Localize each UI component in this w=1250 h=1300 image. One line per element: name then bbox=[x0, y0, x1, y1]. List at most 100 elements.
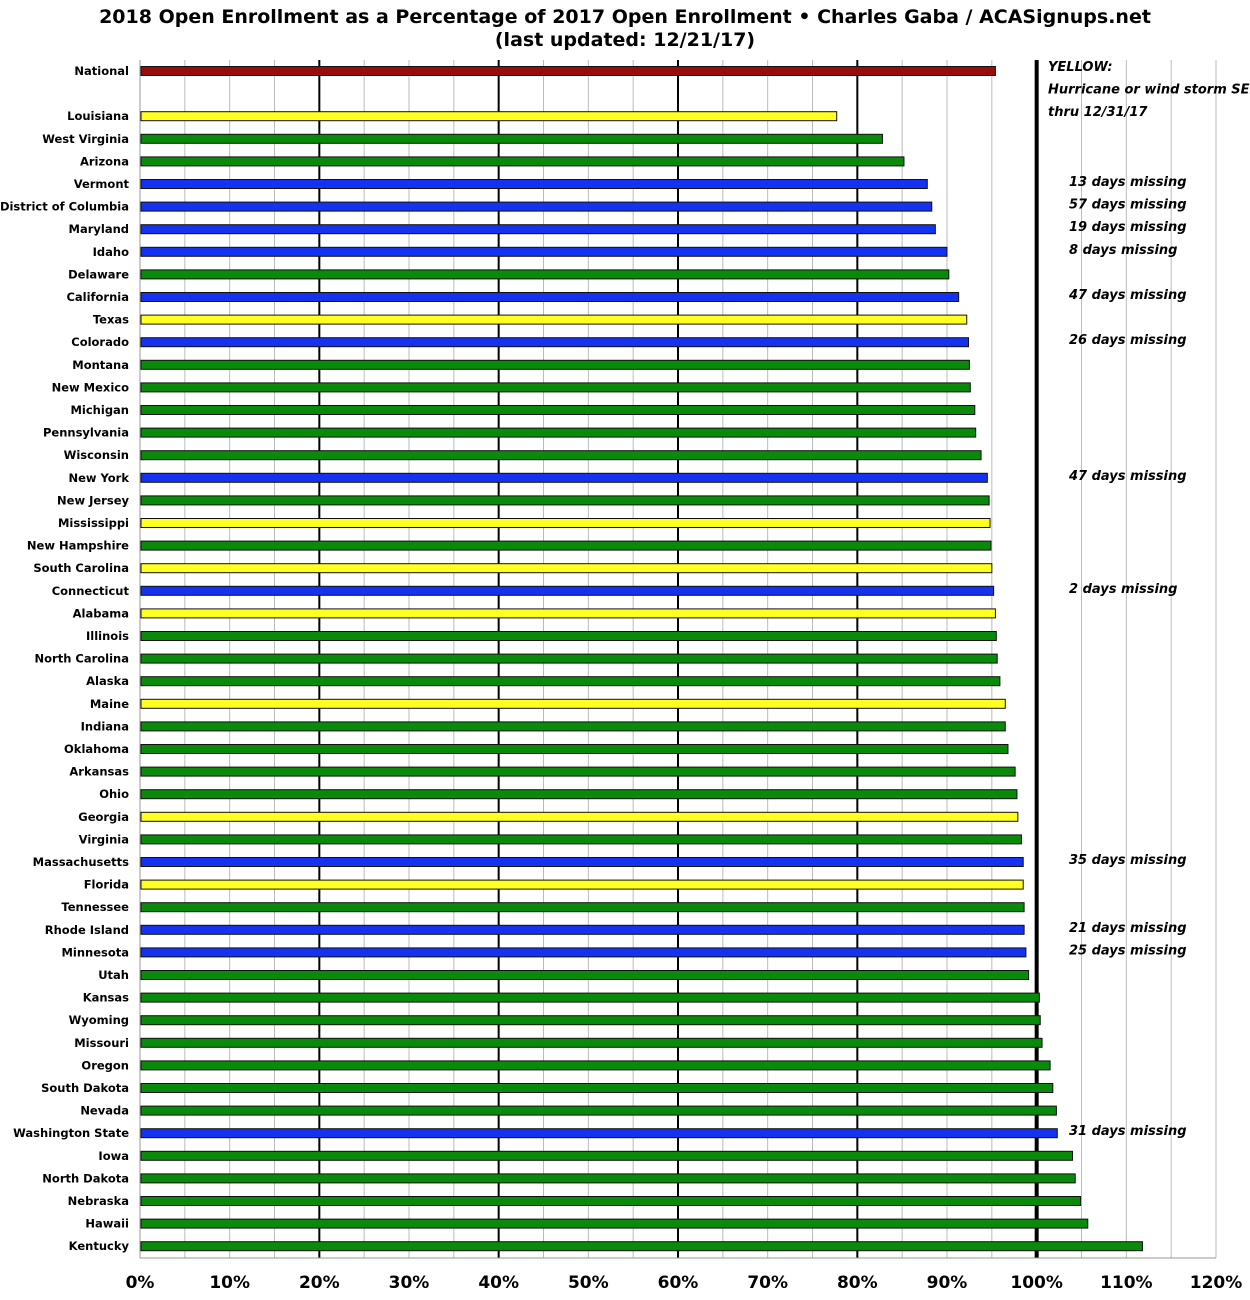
bar-mississippi bbox=[140, 518, 991, 528]
category-label: Indiana bbox=[81, 719, 129, 733]
bar-new-mexico bbox=[140, 382, 971, 393]
category-label: Florida bbox=[84, 878, 129, 892]
category-label: Connecticut bbox=[52, 584, 130, 598]
bar-nevada bbox=[140, 1105, 1057, 1116]
x-tick-label: 50% bbox=[568, 1273, 609, 1293]
category-label: Kansas bbox=[83, 991, 129, 1005]
bar-arkansas bbox=[140, 766, 1016, 777]
category-label: Louisiana bbox=[67, 109, 129, 123]
bar-louisiana bbox=[140, 111, 838, 122]
missing-days-annotation: 13 days missing bbox=[1069, 175, 1187, 190]
missing-days-annotation: 8 days missing bbox=[1069, 243, 1177, 258]
bar-georgia bbox=[140, 811, 1019, 822]
bar-new-hampshire bbox=[140, 540, 992, 551]
bar-ohio bbox=[140, 789, 1018, 800]
x-tick-label: 110% bbox=[1100, 1273, 1153, 1293]
category-label: Michigan bbox=[70, 403, 129, 417]
missing-days-annotation: 2 days missing bbox=[1069, 582, 1177, 597]
x-tick-label: 80% bbox=[837, 1273, 878, 1293]
category-label: North Dakota bbox=[42, 1171, 129, 1185]
category-label: Georgia bbox=[78, 810, 129, 824]
bar-maryland bbox=[140, 224, 936, 235]
x-tick-label: 120% bbox=[1190, 1273, 1243, 1293]
missing-days-annotation: 47 days missing bbox=[1068, 288, 1187, 303]
category-label: South Dakota bbox=[41, 1081, 129, 1095]
category-label: New Jersey bbox=[57, 493, 129, 507]
bar-arizona bbox=[140, 156, 905, 167]
bar-california bbox=[140, 292, 960, 302]
bar-florida bbox=[140, 879, 1024, 890]
category-label: Arkansas bbox=[69, 765, 129, 779]
category-label: New York bbox=[68, 471, 129, 485]
category-label: Washington State bbox=[13, 1126, 129, 1140]
bar-oregon bbox=[140, 1060, 1051, 1071]
category-label: Nevada bbox=[80, 1104, 129, 1118]
bar-oklahoma bbox=[140, 744, 1009, 754]
category-label: Alabama bbox=[73, 606, 129, 620]
category-label: North Carolina bbox=[35, 652, 130, 666]
bar-wyoming bbox=[140, 1015, 1041, 1026]
bar-alaska bbox=[140, 676, 1001, 687]
bar-colorado bbox=[140, 337, 970, 348]
category-label: Nebraska bbox=[68, 1194, 129, 1208]
chart-title-text: 2018 Open Enrollment as a Percentage of … bbox=[99, 6, 1151, 28]
category-label: Oregon bbox=[81, 1058, 129, 1072]
bar-wisconsin bbox=[140, 450, 982, 461]
category-label: Delaware bbox=[68, 267, 129, 281]
category-label: Iowa bbox=[98, 1149, 129, 1163]
x-tick-label: 10% bbox=[209, 1273, 250, 1293]
category-label: Kentucky bbox=[69, 1239, 130, 1253]
category-label: Alaska bbox=[86, 674, 129, 688]
bar-kansas bbox=[140, 992, 1040, 1003]
category-label: Mississippi bbox=[58, 516, 129, 530]
category-label: Illinois bbox=[86, 629, 129, 643]
x-tick-label: 70% bbox=[747, 1273, 788, 1293]
x-tick-label: 0% bbox=[126, 1273, 155, 1293]
bar-hawaii bbox=[140, 1218, 1089, 1229]
category-label: Tennessee bbox=[61, 900, 129, 914]
bar-delaware bbox=[140, 269, 950, 280]
missing-days-annotation: 26 days missing bbox=[1069, 333, 1187, 348]
category-label: Idaho bbox=[93, 245, 129, 259]
missing-days-annotation: 31 days missing bbox=[1069, 1124, 1187, 1139]
bar-virginia bbox=[140, 834, 1022, 845]
category-label: Hawaii bbox=[85, 1217, 129, 1231]
category-label: Maine bbox=[90, 697, 129, 711]
bar-south-carolina bbox=[140, 563, 993, 574]
category-label: Wisconsin bbox=[64, 448, 129, 462]
bar-south-dakota bbox=[140, 1083, 1054, 1093]
x-tick-label: 20% bbox=[299, 1273, 340, 1293]
bar-nebraska bbox=[140, 1196, 1082, 1206]
category-label: Ohio bbox=[99, 787, 129, 801]
category-label: Rhode Island bbox=[45, 923, 129, 937]
category-label: West Virginia bbox=[42, 132, 129, 146]
chart-subtitle: (last updated: 12/21/17) bbox=[494, 29, 756, 51]
category-label: New Mexico bbox=[52, 380, 129, 394]
bar-texas bbox=[140, 314, 968, 325]
bar-alabama bbox=[140, 608, 996, 619]
bar-missouri bbox=[140, 1037, 1043, 1048]
missing-days-annotation: 47 days missing bbox=[1068, 469, 1187, 484]
category-label: New Hampshire bbox=[27, 539, 129, 553]
bar-michigan bbox=[140, 405, 976, 415]
category-label: South Carolina bbox=[33, 561, 129, 575]
category-label: California bbox=[66, 290, 129, 304]
x-tick-label: 60% bbox=[658, 1273, 699, 1293]
x-tick-label: 90% bbox=[927, 1273, 968, 1293]
category-label: Colorado bbox=[71, 335, 129, 349]
x-tick-label: 40% bbox=[478, 1273, 519, 1293]
category-label: Montana bbox=[72, 358, 129, 372]
legend-note-line: YELLOW: bbox=[1048, 60, 1113, 75]
bar-rhode-island bbox=[140, 924, 1025, 935]
chart-title: 2018 Open Enrollment as a Percentage of … bbox=[0, 6, 1250, 52]
bar-new-jersey bbox=[140, 495, 990, 506]
missing-days-annotation: 25 days missing bbox=[1069, 943, 1187, 958]
bar-montana bbox=[140, 359, 970, 370]
bar-maine bbox=[140, 698, 1006, 709]
legend-note-line: Hurricane or wind storm SEP bbox=[1048, 83, 1250, 98]
bar-idaho bbox=[140, 246, 948, 257]
bar-iowa bbox=[140, 1150, 1074, 1161]
category-label: Texas bbox=[93, 313, 129, 327]
category-label: Vermont bbox=[74, 177, 130, 191]
